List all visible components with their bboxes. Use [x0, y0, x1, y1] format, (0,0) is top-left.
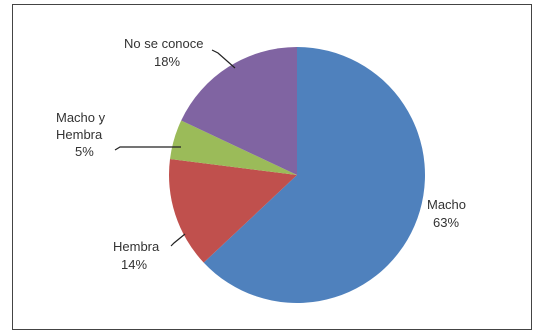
data-label-no-se-conoce: No se conoce 18% — [124, 36, 204, 69]
leader-line-macho-y-hembra — [114, 146, 181, 151]
pie-slice-hembra — [169, 158, 297, 263]
data-label-macho: Macho 63% — [427, 197, 466, 230]
leader-line-no-se-conoce — [211, 49, 236, 69]
leader-line-hembra — [170, 233, 186, 247]
pie-chart: Macho 63% Hembra 14% Macho y Hembra 5% No se co… — [56, 36, 466, 303]
data-label-macho-y-hembra: Macho y Hembra 5% — [56, 110, 106, 159]
pie-slice-macho-y-hembra — [170, 120, 297, 175]
data-label-hembra: Hembra 14% — [113, 239, 160, 272]
pie-slice-macho — [203, 47, 425, 303]
pie-slice-no-se-conoce — [181, 46, 297, 175]
chart-frame: Macho 63% Hembra 14% Macho y Hembra 5% No se co… — [12, 4, 532, 330]
